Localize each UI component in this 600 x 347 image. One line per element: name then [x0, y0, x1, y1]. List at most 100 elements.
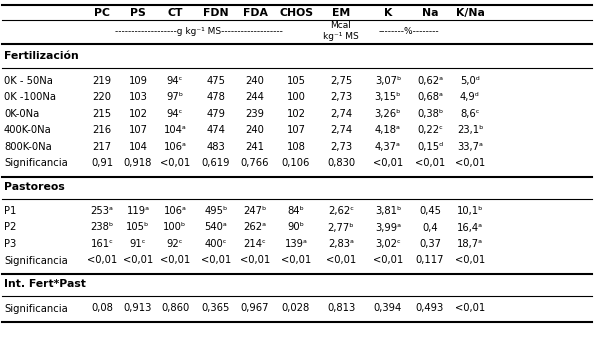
- Text: 400ᶜ: 400ᶜ: [205, 239, 227, 249]
- Text: --------%--------: --------%--------: [379, 26, 439, 35]
- Text: 216: 216: [92, 125, 112, 135]
- Text: Fertilización: Fertilización: [4, 51, 79, 61]
- Text: 23,1ᵇ: 23,1ᵇ: [457, 125, 483, 135]
- Text: <0,01: <0,01: [160, 255, 190, 265]
- Text: 247ᵇ: 247ᵇ: [244, 206, 266, 216]
- Text: 0,68ᵃ: 0,68ᵃ: [417, 92, 443, 102]
- Text: 241: 241: [245, 142, 265, 152]
- Text: 16,4ᵃ: 16,4ᵃ: [457, 222, 483, 232]
- Text: 0K-0Na: 0K-0Na: [4, 109, 39, 118]
- Text: 244: 244: [245, 92, 265, 102]
- Text: -------------------g kg⁻¹ MS-------------------: -------------------g kg⁻¹ MS------------…: [115, 26, 283, 35]
- Text: 0,106: 0,106: [282, 158, 310, 168]
- Text: 100: 100: [287, 92, 305, 102]
- Text: 475: 475: [206, 76, 226, 85]
- Text: 106ᵃ: 106ᵃ: [163, 142, 187, 152]
- Text: 217: 217: [92, 142, 112, 152]
- Text: 2,73: 2,73: [330, 92, 352, 102]
- Text: 253ᵃ: 253ᵃ: [91, 206, 113, 216]
- Text: K/Na: K/Na: [455, 8, 484, 18]
- Text: 161ᶜ: 161ᶜ: [91, 239, 113, 249]
- Text: 2,75: 2,75: [330, 76, 352, 85]
- Text: 0,860: 0,860: [161, 304, 189, 313]
- Text: P1: P1: [4, 206, 16, 216]
- Text: 800K-0Na: 800K-0Na: [4, 142, 52, 152]
- Text: <0,01: <0,01: [87, 255, 117, 265]
- Text: P2: P2: [4, 222, 16, 232]
- Text: 0,45: 0,45: [419, 206, 441, 216]
- Text: 3,99ᵃ: 3,99ᵃ: [375, 222, 401, 232]
- Text: 0,830: 0,830: [327, 158, 355, 168]
- Text: 478: 478: [206, 92, 226, 102]
- Text: EM: EM: [332, 8, 350, 18]
- Text: 90ᵇ: 90ᵇ: [287, 222, 305, 232]
- Text: 0,493: 0,493: [416, 304, 444, 313]
- Text: 102: 102: [128, 109, 148, 118]
- Text: 474: 474: [206, 125, 226, 135]
- Text: Mcal
kg⁻¹ MS: Mcal kg⁻¹ MS: [323, 21, 359, 41]
- Text: 84ᵇ: 84ᵇ: [287, 206, 304, 216]
- Text: 104: 104: [128, 142, 148, 152]
- Text: 104ᵃ: 104ᵃ: [164, 125, 187, 135]
- Text: 3,26ᵇ: 3,26ᵇ: [375, 109, 401, 118]
- Text: 0,028: 0,028: [282, 304, 310, 313]
- Text: 33,7ᵃ: 33,7ᵃ: [457, 142, 483, 152]
- Text: 495ᵇ: 495ᵇ: [205, 206, 227, 216]
- Text: 3,81ᵇ: 3,81ᵇ: [375, 206, 401, 216]
- Text: <0,01: <0,01: [373, 255, 403, 265]
- Text: 103: 103: [128, 92, 148, 102]
- Text: 8,6ᶜ: 8,6ᶜ: [460, 109, 480, 118]
- Text: 100ᵇ: 100ᵇ: [163, 222, 187, 232]
- Text: <0,01: <0,01: [281, 255, 311, 265]
- Text: <0,01: <0,01: [455, 158, 485, 168]
- Text: 2,62ᶜ: 2,62ᶜ: [328, 206, 354, 216]
- Text: 262ᵃ: 262ᵃ: [244, 222, 266, 232]
- Text: Significancia: Significancia: [4, 158, 68, 168]
- Text: 106ᵃ: 106ᵃ: [163, 206, 187, 216]
- Text: 2,77ᵇ: 2,77ᵇ: [328, 222, 355, 232]
- Text: 0,4: 0,4: [422, 222, 438, 232]
- Text: <0,01: <0,01: [326, 255, 356, 265]
- Text: 92ᶜ: 92ᶜ: [167, 239, 183, 249]
- Text: 4,9ᵈ: 4,9ᵈ: [460, 92, 480, 102]
- Text: 2,74: 2,74: [330, 109, 352, 118]
- Text: 540ᵃ: 540ᵃ: [205, 222, 227, 232]
- Text: 479: 479: [206, 109, 226, 118]
- Text: 91ᶜ: 91ᶜ: [130, 239, 146, 249]
- Text: 107: 107: [128, 125, 148, 135]
- Text: 240: 240: [245, 125, 265, 135]
- Text: 109: 109: [128, 76, 148, 85]
- Text: P3: P3: [4, 239, 16, 249]
- Text: 0,766: 0,766: [241, 158, 269, 168]
- Text: 0,22ᶜ: 0,22ᶜ: [417, 125, 443, 135]
- Text: <0,01: <0,01: [455, 304, 485, 313]
- Text: <0,01: <0,01: [415, 158, 445, 168]
- Text: 119ᵃ: 119ᵃ: [127, 206, 149, 216]
- Text: 5,0ᵈ: 5,0ᵈ: [460, 76, 480, 85]
- Text: 239: 239: [245, 109, 265, 118]
- Text: <0,01: <0,01: [455, 255, 485, 265]
- Text: 2,73: 2,73: [330, 142, 352, 152]
- Text: 2,74: 2,74: [330, 125, 352, 135]
- Text: 220: 220: [92, 92, 112, 102]
- Text: 0,117: 0,117: [416, 255, 444, 265]
- Text: 94ᶜ: 94ᶜ: [167, 109, 183, 118]
- Text: 94ᶜ: 94ᶜ: [167, 76, 183, 85]
- Text: 214ᶜ: 214ᶜ: [244, 239, 266, 249]
- Text: 0,15ᵈ: 0,15ᵈ: [417, 142, 443, 152]
- Text: <0,01: <0,01: [373, 158, 403, 168]
- Text: 483: 483: [206, 142, 226, 152]
- Text: 0,37: 0,37: [419, 239, 441, 249]
- Text: 139ᵃ: 139ᵃ: [284, 239, 308, 249]
- Text: Pastoreos: Pastoreos: [4, 181, 65, 192]
- Text: 219: 219: [92, 76, 112, 85]
- Text: 0,38ᵇ: 0,38ᵇ: [417, 109, 443, 118]
- Text: 0,91: 0,91: [91, 158, 113, 168]
- Text: 3,07ᵇ: 3,07ᵇ: [375, 76, 401, 85]
- Text: 0K -100Na: 0K -100Na: [4, 92, 56, 102]
- Text: 0K - 50Na: 0K - 50Na: [4, 76, 53, 85]
- Text: 400K-0Na: 400K-0Na: [4, 125, 52, 135]
- Text: CT: CT: [167, 8, 183, 18]
- Text: <0,01: <0,01: [240, 255, 270, 265]
- Text: 0,913: 0,913: [124, 304, 152, 313]
